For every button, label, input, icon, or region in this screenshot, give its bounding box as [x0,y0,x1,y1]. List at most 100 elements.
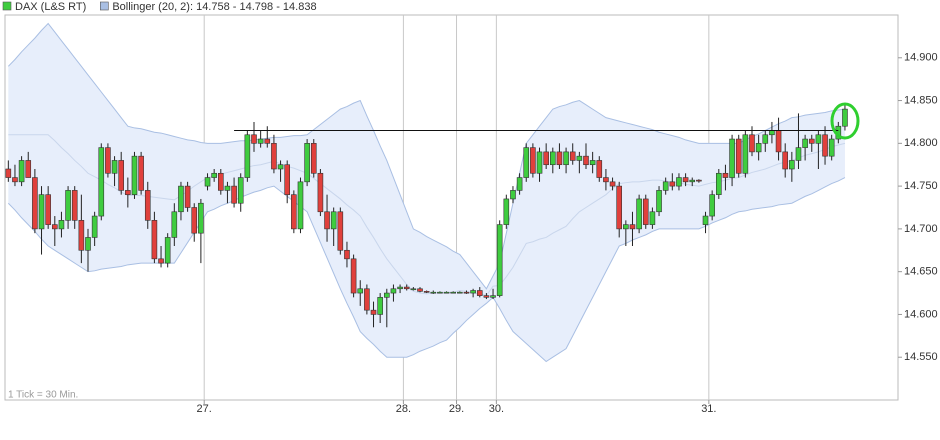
candle-body [503,198,510,225]
candle-body [437,291,443,294]
candle-body [317,172,324,213]
candle-body [271,143,277,170]
y-tick-label: 14.750 [904,180,938,192]
candle-body [218,172,224,191]
candle-body [523,147,530,178]
candle-body [191,207,198,234]
candle-body [85,237,91,251]
candle-body [184,185,191,208]
candle-body [231,185,237,204]
highlight-circle [830,102,860,140]
candle-body [12,177,18,183]
candle-body [729,138,735,178]
candle-body [357,288,364,294]
candle-body [789,160,795,170]
candle-body [430,291,437,294]
candle-body [324,211,330,230]
candle-body [291,194,297,230]
candle-body [71,190,78,221]
candle-body [682,177,689,183]
candle-body [676,177,682,187]
candle-body [569,151,576,161]
candle-body [251,134,257,144]
legend: DAX (L&S RT) Bollinger (20, 2): 14.758 - … [2,1,317,13]
candle-body [244,134,251,178]
candle-body [397,286,403,290]
candle-body [742,134,749,174]
x-tick-label: 31. [701,403,716,415]
candle-body [410,288,417,291]
candle-body [423,291,430,293]
candle-body [457,291,463,294]
candle-body [609,181,616,187]
candle-body [496,224,503,296]
candle-body [344,249,350,260]
candle-body [417,288,423,292]
candle-body [516,177,523,191]
candle-body [257,138,264,144]
candle-body [390,288,397,294]
axes: 14.550 14.600 14.650 14.700 14.750 14.800 14.8… [197,52,938,415]
candle-body [589,160,596,166]
legend-swatch [2,1,12,11]
candle-body [277,164,284,170]
candle-body [623,224,629,230]
candle-body [583,155,589,166]
y-tick-label: 14.650 [904,266,938,278]
candle-body [669,181,676,187]
candle-body [118,160,124,191]
y-tick-label: 14.600 [904,308,938,320]
candle-body [237,177,244,204]
candle-body [330,211,337,230]
y-tick-label: 14.550 [904,351,938,363]
candle-body [762,134,769,144]
candle-body [32,177,38,230]
candle-body [543,151,549,166]
x-tick-label: 30. [489,403,504,415]
candle-body [662,181,669,191]
candle-body [18,160,25,183]
candle-body [795,147,802,161]
candle-body [91,215,98,238]
candle-body [65,190,71,221]
x-tick-label: 27. [197,403,212,415]
band-upper [7,22,846,290]
candle-body [310,143,317,174]
candle-body [656,190,662,213]
candle-body [105,147,111,174]
y-tick-label: 14.850 [904,94,938,106]
candle-body [38,194,45,230]
candle-body [78,220,85,251]
candle-body [125,190,131,195]
candle-body [576,155,583,161]
candle-body [549,151,556,166]
candle-body [178,185,184,213]
candle-body [775,130,782,153]
legend-swatch [100,1,109,11]
legend-label: Bollinger (20, 2): 14.758 - 14.798 - 14.… [112,1,316,13]
candle-body [98,147,105,217]
candle-body [649,211,656,225]
candle-body [111,160,118,174]
candle-body [749,134,755,153]
candle-body [377,297,383,315]
candle-body [383,292,390,298]
candle-body [158,258,164,264]
candle-body [25,160,32,178]
candle-body [642,198,649,225]
candle-body [510,190,516,200]
candle-body [808,138,815,144]
candle-body [755,143,762,153]
y-tick-label: 14.800 [904,137,938,149]
candle-body [450,291,457,294]
candle-body [735,138,742,174]
candle-body [696,179,702,182]
candle-body [802,138,808,148]
candle-body [5,168,12,178]
candle-body [304,143,310,183]
y-tick-label: 14.700 [904,223,938,235]
candle-body [709,194,715,217]
candle-body [164,237,171,264]
candle-body [463,291,470,294]
candle-body [563,151,569,166]
